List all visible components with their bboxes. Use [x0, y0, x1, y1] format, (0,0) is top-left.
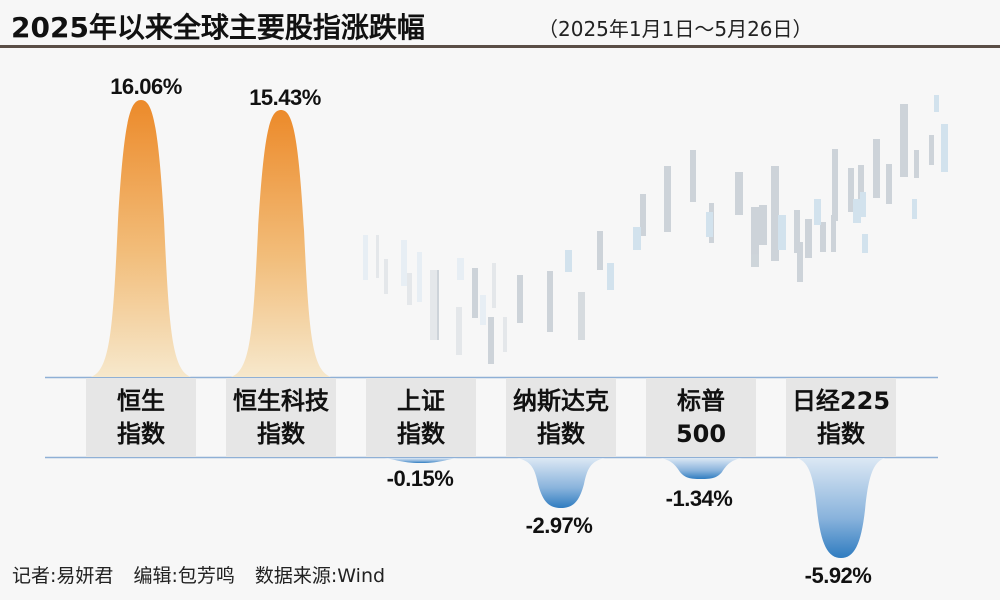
- title-bar: 2025年以来全球主要股指涨跌幅 （2025年1月1日～5月26日）: [0, 0, 1000, 48]
- category-label-line2: 500: [675, 419, 727, 448]
- category-label-line2: 指数: [257, 419, 305, 448]
- category-label-line1: 恒生: [117, 386, 165, 415]
- value-label-shanghai: -0.15%: [386, 466, 454, 491]
- editor-credit: 编辑:包芳鸣: [133, 565, 235, 587]
- bar-shanghai: [384, 458, 458, 463]
- bar-hang-seng-tech: [231, 110, 331, 377]
- category-label-shanghai: 上证 指数: [366, 378, 476, 457]
- value-label-nikkei: -5.92%: [804, 563, 872, 588]
- category-label-hang-seng: 恒生 指数: [86, 378, 196, 457]
- category-label-nasdaq: 纳斯达克 指数: [506, 378, 616, 457]
- background-candlesticks: [363, 95, 948, 364]
- bar-hang-seng: [91, 100, 191, 377]
- chart-subtitle: （2025年1月1日～5月26日）: [538, 17, 813, 41]
- title-divider: [0, 45, 1000, 48]
- footer-credits: 记者:易妍君 编辑:包芳鸣 数据来源:Wind: [12, 561, 399, 588]
- value-label-hang-seng: 16.06%: [110, 74, 182, 99]
- value-label-hang-seng-tech: 15.43%: [249, 85, 321, 110]
- category-label-line1: 标普: [677, 386, 725, 415]
- category-label-line1: 日经225: [791, 386, 891, 415]
- category-label-hang-seng-tech: 恒生科技 指数: [226, 378, 336, 457]
- value-label-sp500: -1.34%: [665, 486, 733, 511]
- data-source: 数据来源:Wind: [254, 565, 386, 587]
- category-label-line2: 指数: [397, 419, 445, 448]
- category-label-line2: 指数: [117, 419, 165, 448]
- category-label-sp500: 标普 500: [646, 378, 756, 457]
- chart-title: 2025年以来全球主要股指涨跌幅: [11, 11, 425, 44]
- category-label-line2: 指数: [537, 419, 585, 448]
- bar-sp500: [660, 458, 742, 479]
- reporter-credit: 记者:易妍君: [12, 565, 114, 587]
- bar-nasdaq: [517, 458, 605, 508]
- category-label-line1: 纳斯达克: [513, 386, 609, 415]
- category-label-line1: 恒生科技: [233, 386, 329, 415]
- category-label-line2: 指数: [817, 419, 865, 448]
- category-label-nikkei: 日经225 指数: [786, 378, 896, 457]
- value-label-nasdaq: -2.97%: [525, 513, 593, 538]
- bar-nikkei: [797, 458, 885, 558]
- category-label-line1: 上证: [397, 386, 445, 415]
